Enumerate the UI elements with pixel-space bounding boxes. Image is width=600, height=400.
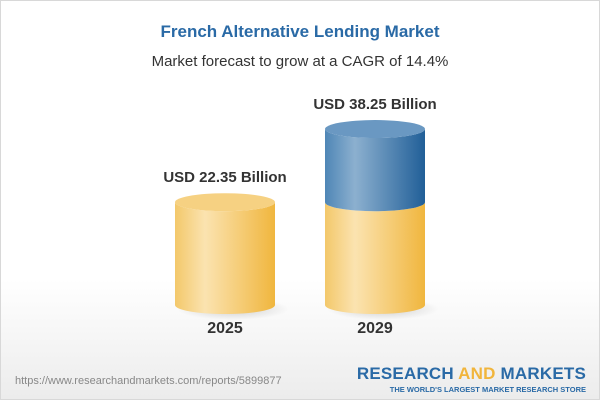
chart-subtitle: Market forecast to grow at a CAGR of 14.…: [151, 53, 449, 70]
category-label: 2025: [207, 320, 243, 337]
data-label: USD 38.25 Billion: [313, 96, 436, 113]
cylinder-base-segment: [325, 202, 425, 314]
category-label: 2029: [357, 320, 393, 337]
cylinder-top: [325, 120, 425, 139]
chart-title: French Alternative Lending Market: [160, 22, 440, 41]
research-and-markets-logo: RESEARCH AND MARKETS THE WORLD'S LARGEST…: [357, 364, 586, 394]
cylinder-top: [175, 193, 275, 212]
cylinder-growth-segment: [325, 129, 425, 212]
logo-text-markets: MARKETS: [495, 364, 586, 383]
source-url[interactable]: https://www.researchandmarkets.com/repor…: [15, 375, 282, 387]
data-label: USD 22.35 Billion: [163, 169, 286, 186]
logo-text-and: AND: [458, 364, 496, 383]
logo-tagline: THE WORLD'S LARGEST MARKET RESEARCH STOR…: [389, 385, 586, 394]
cylinder-base-segment: [175, 202, 275, 314]
logo-text: RESEARCH: [356, 364, 459, 383]
